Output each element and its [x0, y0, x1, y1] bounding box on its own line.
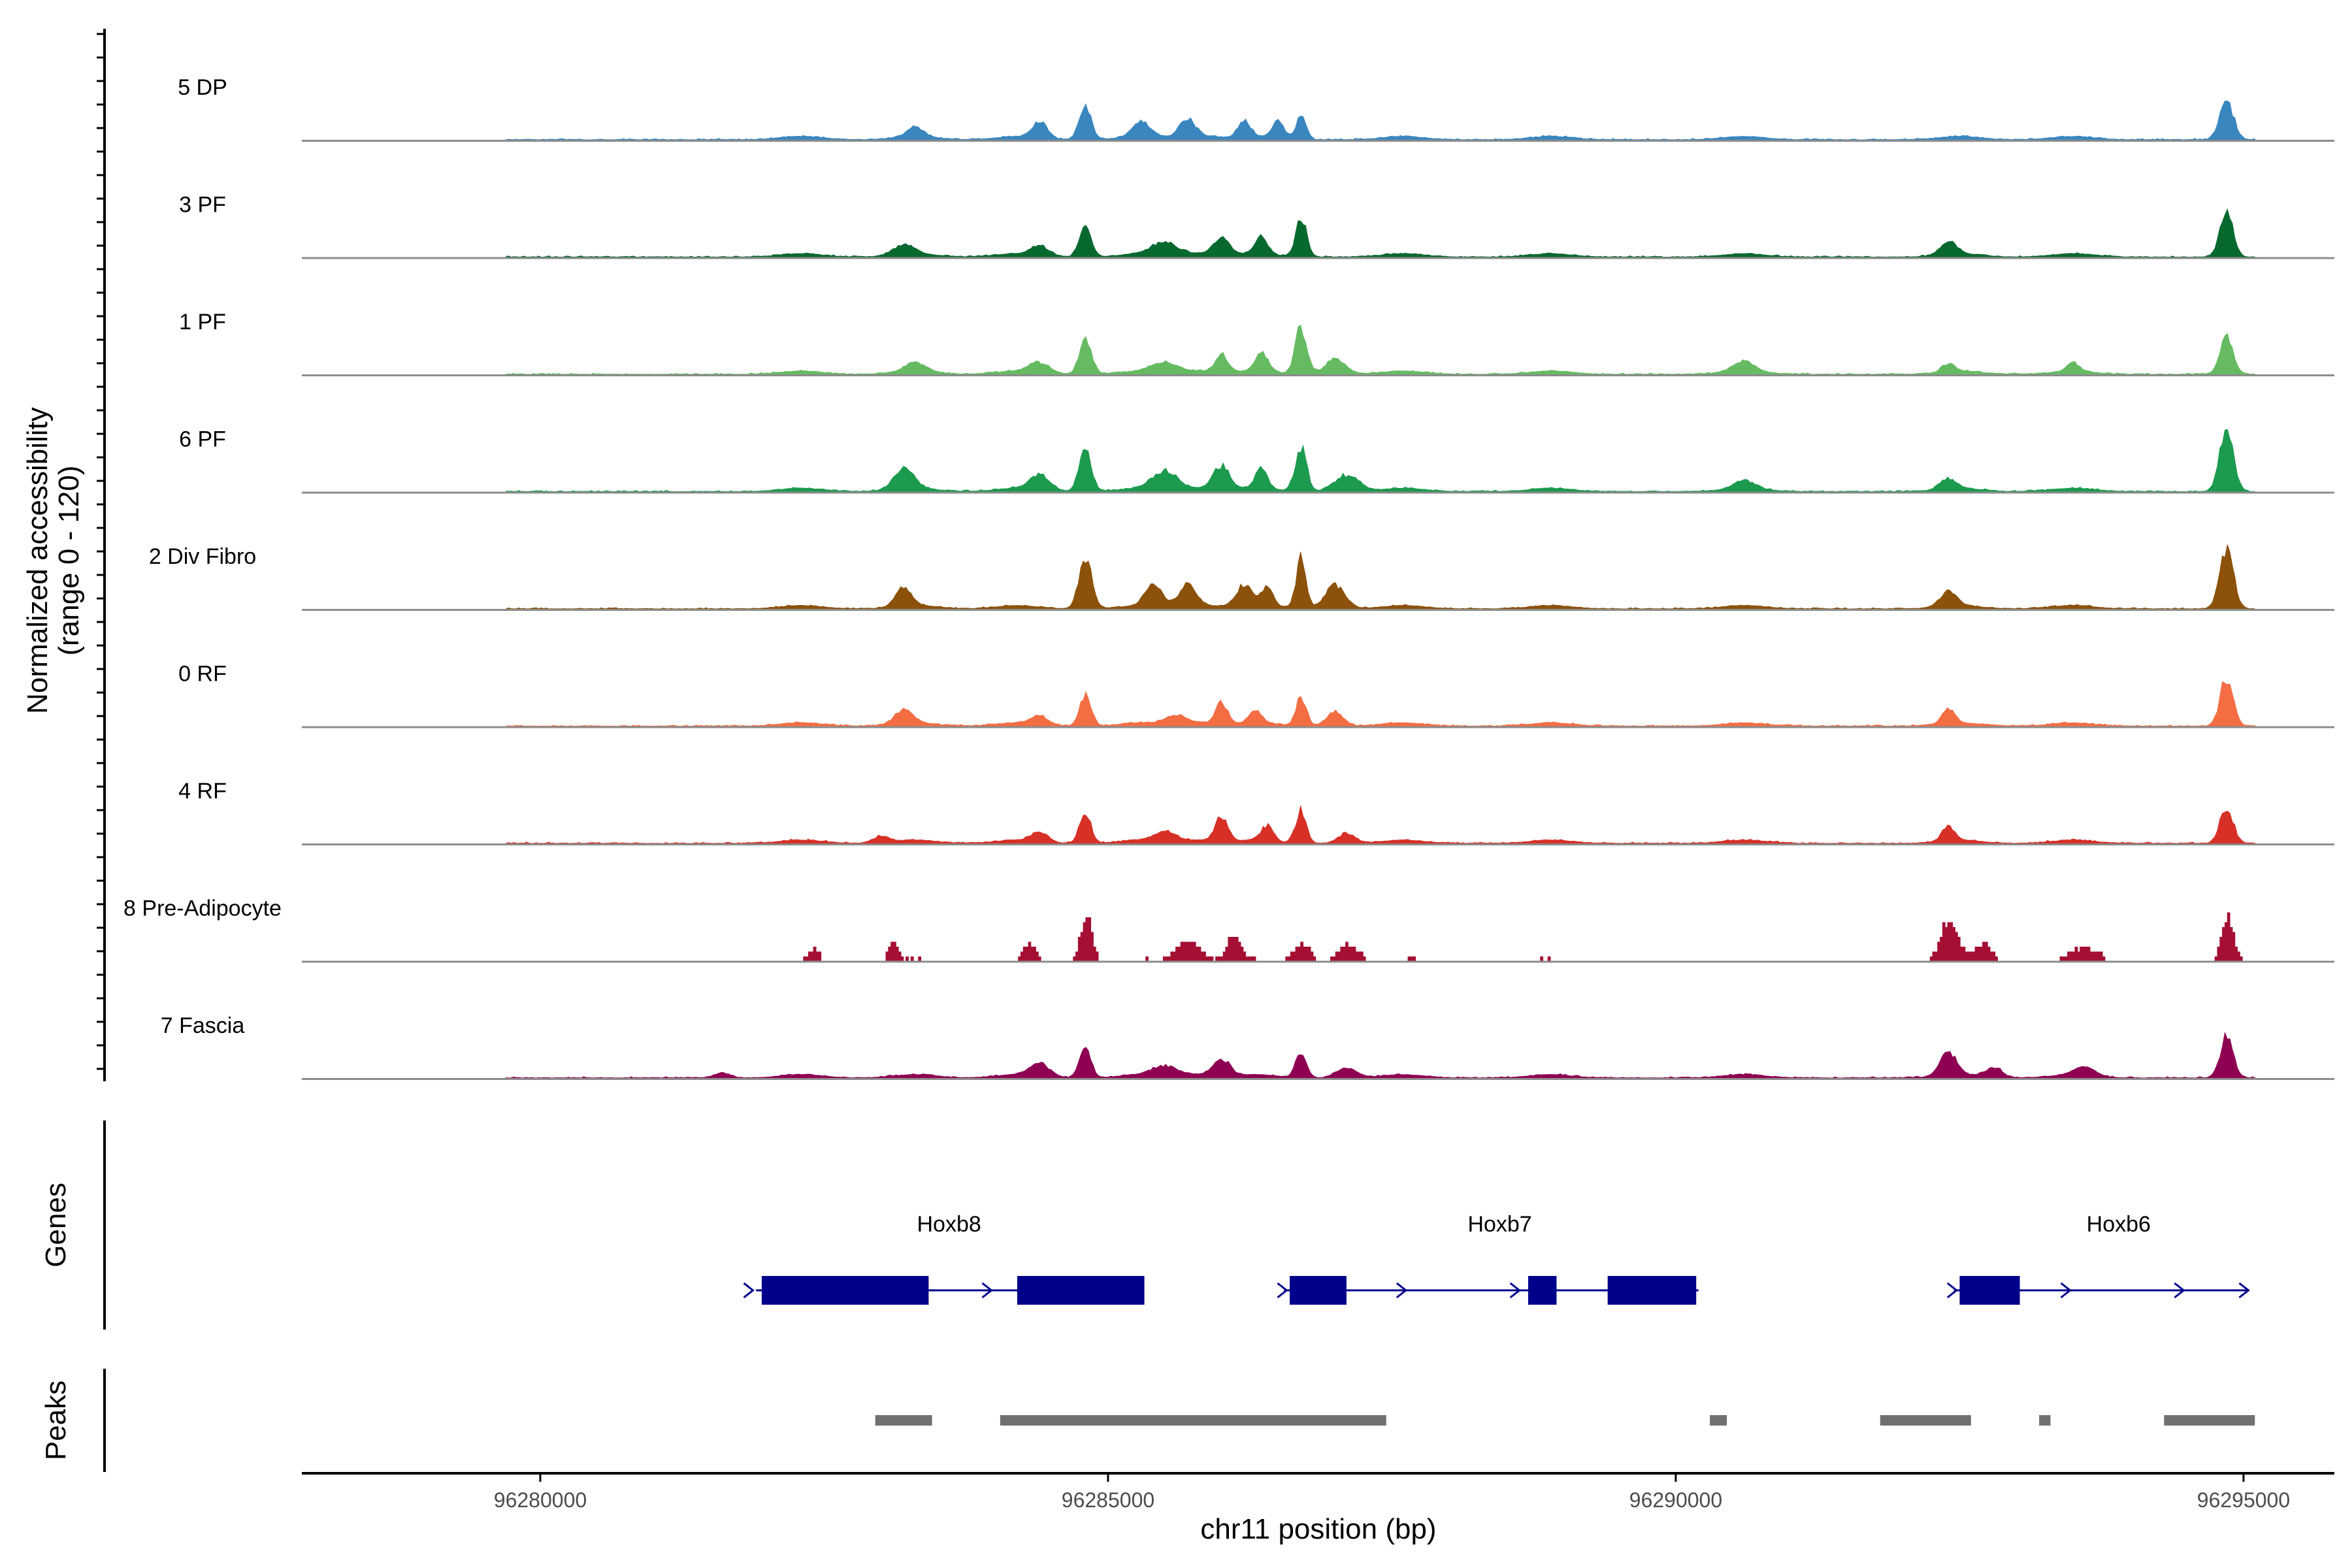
y-axis-label-line2: (range 0 - 120): [53, 465, 85, 655]
genes-label: Genes: [40, 1183, 72, 1267]
x-axis-label: chr11 position (bp): [1200, 1513, 1436, 1545]
coverage-area: [506, 208, 2255, 259]
coverage-area: [506, 806, 2255, 845]
gene-arrow: [1509, 1282, 1522, 1299]
gene-arrow: [2060, 1282, 2072, 1299]
track-label: 1 PF: [179, 310, 226, 335]
track-label: 8 Pre-Adipocyte: [123, 896, 282, 921]
track-1-pf: 1 PF: [179, 310, 2334, 376]
track-7-fascia: 7 Fascia: [161, 1013, 2334, 1080]
track-label: 4 RF: [178, 779, 227, 804]
coverage-area: [506, 1032, 2255, 1079]
gene-arrow: [2238, 1282, 2250, 1299]
peak-region: [2164, 1415, 2255, 1426]
x-tick-label: 96285000: [1062, 1488, 1154, 1512]
gene-hoxb8: Hoxb8: [743, 1212, 1145, 1305]
gene-exon: [1528, 1276, 1557, 1305]
peak-region: [1880, 1415, 1971, 1426]
x-tick-label: 96290000: [1629, 1488, 1722, 1512]
peak-region: [1710, 1415, 1727, 1426]
peak-region: [2039, 1415, 2051, 1426]
y-ticks: [97, 33, 105, 1070]
gene-arrow: [1946, 1282, 1959, 1299]
track-label: 3 PF: [179, 193, 226, 218]
gene-label: Hoxb6: [2087, 1212, 2151, 1237]
gene-exon: [1959, 1276, 2020, 1305]
track-label: 2 Div Fibro: [149, 544, 256, 569]
peak-track: [875, 1415, 2255, 1426]
peaks-label: Peaks: [40, 1380, 72, 1460]
coverage-area: [506, 100, 2255, 141]
x-tick-label: 96280000: [494, 1488, 587, 1512]
coverage-area: [506, 324, 2255, 376]
gene-exon: [1607, 1276, 1697, 1305]
coverage-area: [506, 544, 2255, 610]
x-ticks: 96280000 96285000 96290000 96295000: [494, 1473, 2290, 1512]
track-6-pf: 6 PF: [179, 427, 2334, 494]
coverage-area: [506, 429, 2255, 493]
gene-exon: [761, 1276, 929, 1305]
track-label: 5 DP: [178, 75, 227, 100]
coverage-tracks: 5 DP 3 PF 1 PF 6 PF 2 Div Fibro 0 RF 4 RF 8 Pre…: [123, 75, 2334, 1080]
gene-label: Hoxb7: [1467, 1212, 1531, 1237]
gene-arrow: [981, 1282, 993, 1299]
gene-arrow: [743, 1282, 755, 1299]
track-label: 0 RF: [178, 662, 227, 687]
gene-hoxb6: Hoxb6: [1946, 1212, 2250, 1305]
peak-region: [875, 1415, 932, 1426]
gene-hoxb7: Hoxb7: [1277, 1212, 1699, 1305]
coverage-area: [506, 681, 2255, 728]
track-0-rf: 0 RF: [178, 662, 2334, 728]
gene-arrow: [1396, 1282, 1408, 1299]
gene-arrow: [1277, 1282, 1288, 1299]
track-8-pre-adipocyte: 8 Pre-Adipocyte: [123, 896, 2334, 963]
track-4-rf: 4 RF: [178, 779, 2334, 845]
track-label: 7 Fascia: [161, 1013, 245, 1038]
gene-exon: [1290, 1276, 1347, 1305]
track-label: 6 PF: [179, 427, 226, 452]
peak-region: [1000, 1415, 1386, 1426]
gene-exon: [1017, 1276, 1145, 1305]
track-3-pf: 3 PF: [179, 193, 2334, 259]
x-tick-label: 96295000: [2197, 1488, 2290, 1512]
y-axis-label-line1: Normalized accessibility: [22, 407, 54, 713]
gene-arrow: [2174, 1282, 2185, 1299]
track-5-dp: 5 DP: [178, 75, 2334, 142]
track-2-div-fibro: 2 Div Fibro: [149, 544, 2334, 611]
gene-label: Hoxb8: [917, 1212, 981, 1237]
gene-track: Hoxb8 Hoxb7 Hoxb6: [743, 1212, 2250, 1305]
